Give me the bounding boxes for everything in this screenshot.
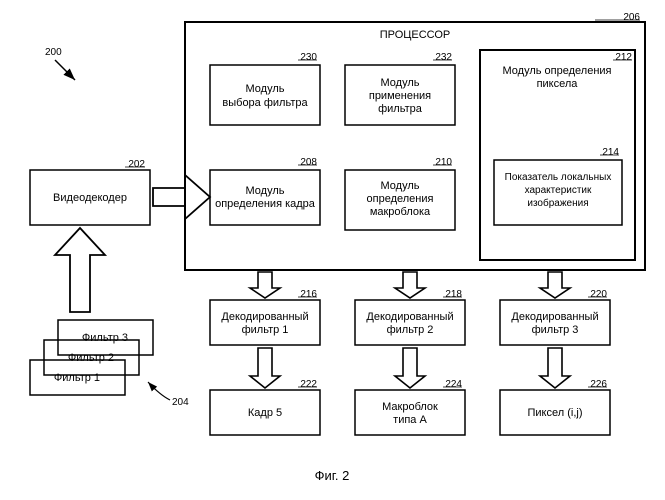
svg-text:типа A: типа A <box>393 414 427 426</box>
svg-text:применения: применения <box>369 90 431 102</box>
svg-text:Модуль определения: Модуль определения <box>503 65 612 77</box>
arrow-decf3-out3 <box>540 348 570 388</box>
svg-text:Модуль: Модуль <box>246 185 285 197</box>
svg-text:пиксела: пиксела <box>537 78 579 90</box>
svg-text:фильтр 2: фильтр 2 <box>387 324 434 336</box>
svg-text:222: 222 <box>300 379 317 390</box>
decoder-block: 202 Видеодекодер <box>30 159 150 225</box>
filter-apply-block: 232 Модуль применения фильтра <box>345 52 455 125</box>
local-char-block: 214 Показатель локальных характеристик и… <box>494 147 622 225</box>
svg-text:Фильтр 3: Фильтр 3 <box>82 332 128 344</box>
svg-text:214: 214 <box>602 147 619 158</box>
svg-text:218: 218 <box>445 289 462 300</box>
svg-text:226: 226 <box>590 379 607 390</box>
svg-text:Макроблок: Макроблок <box>382 401 438 413</box>
filter-select-block: 230 Модуль выбора фильтра <box>210 52 320 125</box>
svg-text:210: 210 <box>435 157 452 168</box>
figure-caption: Фиг. 2 <box>315 468 350 483</box>
svg-text:Декодированный: Декодированный <box>366 311 453 323</box>
svg-text:212: 212 <box>615 52 632 63</box>
svg-text:216: 216 <box>300 289 317 300</box>
svg-text:230: 230 <box>300 52 317 63</box>
svg-text:фильтр 1: фильтр 1 <box>242 324 289 336</box>
svg-text:Видеодекодер: Видеодекодер <box>53 192 127 204</box>
arrow-proc-decf3 <box>540 272 570 298</box>
svg-text:Пиксел (i,j): Пиксел (i,j) <box>528 407 583 419</box>
arrow-proc-decf2 <box>395 272 425 298</box>
svg-text:изображения: изображения <box>527 197 588 209</box>
filter-stack: Фильтр 3 Фильтр 2 Фильтр 1 204 <box>30 320 189 408</box>
svg-text:Модуль: Модуль <box>246 83 285 95</box>
svg-text:Кадр 5: Кадр 5 <box>248 407 282 419</box>
svg-text:Модуль: Модуль <box>381 180 420 192</box>
frame-det-block: 208 Модуль определения кадра <box>210 157 320 225</box>
svg-text:200: 200 <box>45 47 62 58</box>
svg-text:Фильтр 2: Фильтр 2 <box>68 352 114 364</box>
svg-text:характеристик: характеристик <box>525 185 592 196</box>
svg-text:Декодированный: Декодированный <box>221 311 308 323</box>
svg-text:определения кадра: определения кадра <box>215 198 316 210</box>
svg-text:224: 224 <box>445 379 462 390</box>
diagram-canvas: 200 202 Видеодекодер Фильтр 3 Фильтр 2 Ф… <box>0 0 665 500</box>
svg-text:выбора фильтра: выбора фильтра <box>222 97 308 109</box>
svg-text:202: 202 <box>128 159 145 170</box>
svg-text:232: 232 <box>435 52 452 63</box>
arrow-decf1-out1 <box>250 348 280 388</box>
arrow-decf2-out2 <box>395 348 425 388</box>
arrow-decoder-to-processor <box>153 175 210 219</box>
svg-text:ПРОЦЕССОР: ПРОЦЕССОР <box>380 29 451 41</box>
svg-text:Декодированный: Декодированный <box>511 311 598 323</box>
svg-text:204: 204 <box>172 397 189 408</box>
svg-text:Модуль: Модуль <box>381 77 420 89</box>
svg-text:220: 220 <box>590 289 607 300</box>
svg-text:фильтра: фильтра <box>378 103 423 115</box>
svg-text:208: 208 <box>300 157 317 168</box>
figure-ref: 200 <box>45 47 75 80</box>
svg-text:206: 206 <box>623 12 640 23</box>
svg-text:макроблока: макроблока <box>370 206 431 218</box>
mb-det-block: 210 Модуль определения макроблока <box>345 157 455 230</box>
svg-text:определения: определения <box>367 193 434 205</box>
svg-text:Фильтр 1: Фильтр 1 <box>54 372 100 384</box>
arrow-filters-to-decoder <box>55 228 105 312</box>
svg-text:Показатель локальных: Показатель локальных <box>505 172 612 183</box>
arrow-proc-decf1 <box>250 272 280 298</box>
svg-text:фильтр 3: фильтр 3 <box>532 324 579 336</box>
